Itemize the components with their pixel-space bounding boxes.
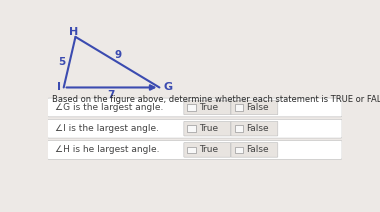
Text: True: True	[199, 103, 218, 112]
Text: Based on the figure above, determine whether each statement is TRUE or FALSE.: Based on the figure above, determine whe…	[52, 95, 380, 104]
Bar	[234, 147, 243, 153]
Bar	[234, 126, 243, 132]
Text: ∠G is the largest angle.: ∠G is the largest angle.	[55, 103, 163, 112]
Text: 9: 9	[115, 50, 122, 60]
FancyBboxPatch shape	[48, 98, 342, 117]
Text: ∠I is the largest angle.: ∠I is the largest angle.	[55, 124, 159, 133]
Bar	[187, 147, 196, 153]
Bar	[187, 126, 196, 132]
FancyBboxPatch shape	[231, 121, 278, 136]
Text: I: I	[57, 82, 61, 92]
Text: 7: 7	[107, 90, 114, 100]
Bar	[234, 104, 243, 111]
Text: H: H	[70, 27, 79, 37]
Text: False: False	[246, 145, 269, 154]
FancyBboxPatch shape	[184, 121, 231, 136]
FancyBboxPatch shape	[48, 119, 342, 138]
Bar	[187, 104, 196, 111]
FancyBboxPatch shape	[184, 143, 231, 157]
Text: G: G	[163, 82, 172, 92]
Text: False: False	[246, 103, 269, 112]
FancyBboxPatch shape	[231, 143, 278, 157]
Text: True: True	[199, 145, 218, 154]
Text: True: True	[199, 124, 218, 133]
FancyBboxPatch shape	[184, 100, 231, 115]
Text: False: False	[246, 124, 269, 133]
Text: 5: 5	[58, 57, 65, 67]
FancyBboxPatch shape	[48, 141, 342, 159]
Text: ∠H is he largest angle.: ∠H is he largest angle.	[55, 145, 159, 154]
FancyBboxPatch shape	[231, 100, 278, 115]
